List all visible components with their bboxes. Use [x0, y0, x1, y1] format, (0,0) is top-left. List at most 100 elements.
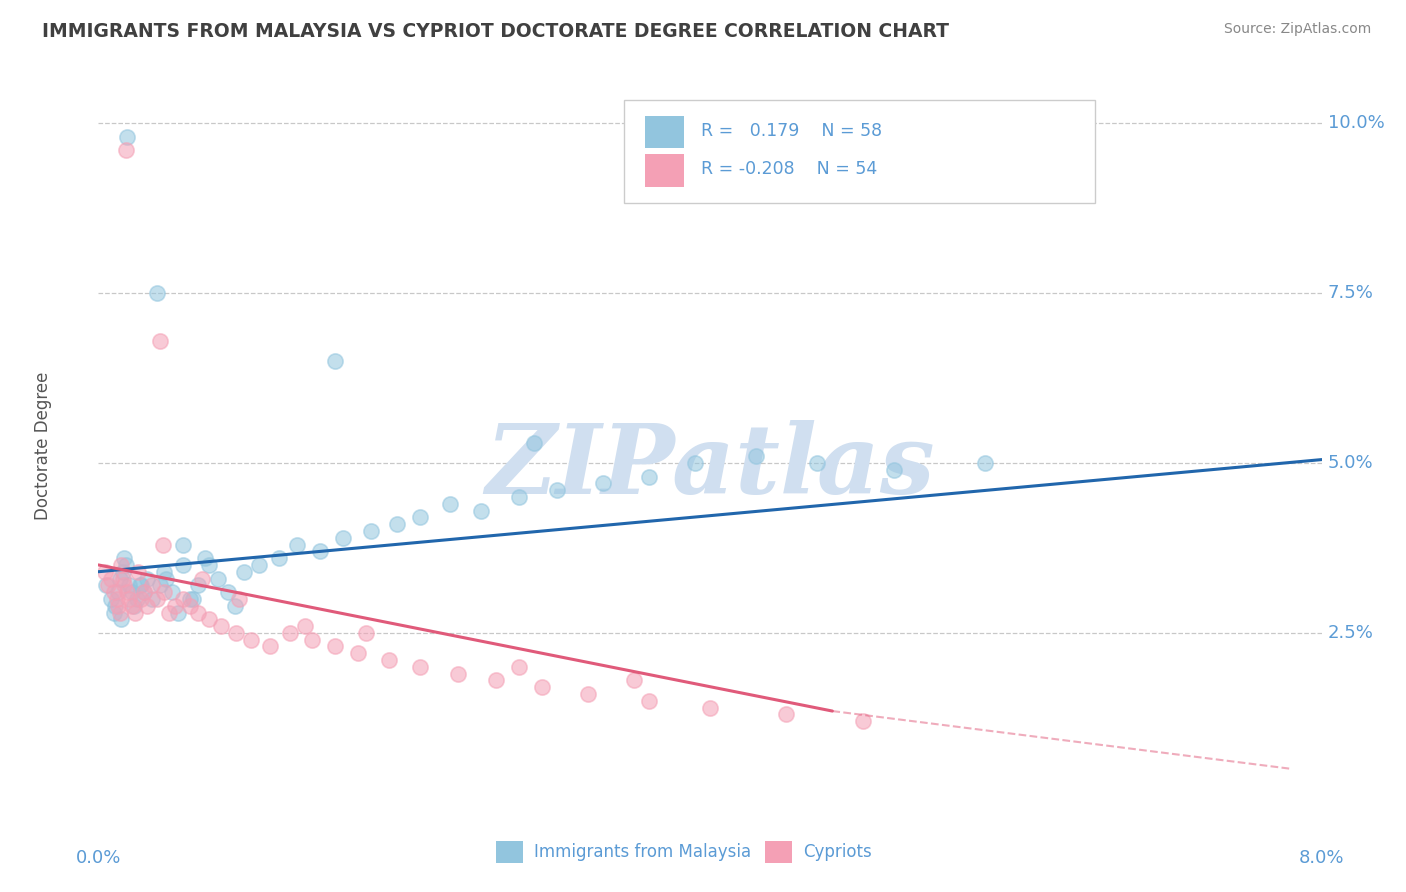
Point — [508, 660, 530, 674]
Point — [623, 673, 645, 688]
Point — [232, 565, 254, 579]
Point — [852, 714, 875, 729]
Point — [187, 606, 209, 620]
Point — [354, 626, 377, 640]
FancyBboxPatch shape — [645, 116, 685, 148]
Point — [181, 591, 204, 606]
Text: 0.0%: 0.0% — [76, 849, 121, 867]
Point — [136, 599, 159, 613]
Point — [110, 558, 132, 572]
Point — [225, 626, 247, 640]
Point — [141, 591, 163, 606]
Point — [115, 144, 138, 158]
Point — [637, 694, 661, 708]
Point — [172, 537, 194, 551]
Point — [224, 599, 246, 613]
Text: IMMIGRANTS FROM MALAYSIA VS CYPRIOT DOCTORATE DEGREE CORRELATION CHART: IMMIGRANTS FROM MALAYSIA VS CYPRIOT DOCT… — [42, 22, 949, 41]
Point — [153, 585, 176, 599]
Point — [110, 612, 132, 626]
Point — [197, 558, 219, 572]
Point — [683, 456, 706, 470]
Text: Source: ZipAtlas.com: Source: ZipAtlas.com — [1223, 22, 1371, 37]
Point — [247, 558, 270, 572]
Point — [745, 449, 768, 463]
Point — [103, 585, 125, 599]
Point — [974, 456, 997, 470]
Point — [129, 578, 152, 592]
Text: Cypriots: Cypriots — [803, 843, 872, 861]
Point — [134, 585, 156, 599]
Point — [207, 572, 229, 586]
Point — [325, 354, 347, 368]
Point — [104, 599, 127, 613]
Point — [107, 585, 129, 599]
Text: 10.0%: 10.0% — [1327, 114, 1385, 132]
Point — [408, 510, 430, 524]
FancyBboxPatch shape — [496, 840, 523, 863]
Point — [127, 565, 149, 579]
Point — [125, 591, 148, 606]
Point — [385, 517, 408, 532]
Point — [111, 565, 134, 579]
Point — [240, 632, 263, 647]
Point — [592, 476, 614, 491]
Point — [117, 129, 139, 144]
Point — [105, 591, 128, 606]
Point — [107, 599, 129, 613]
Point — [122, 599, 145, 613]
Point — [153, 565, 176, 579]
Point — [408, 660, 430, 674]
Point — [108, 606, 131, 620]
Text: Immigrants from Malaysia: Immigrants from Malaysia — [534, 843, 751, 861]
Point — [699, 700, 721, 714]
Point — [97, 578, 120, 592]
Point — [294, 619, 316, 633]
Point — [155, 572, 177, 586]
Point — [485, 673, 508, 688]
Point — [267, 551, 290, 566]
Point — [163, 599, 186, 613]
Point — [285, 537, 308, 551]
Point — [100, 572, 122, 586]
Text: 7.5%: 7.5% — [1327, 284, 1374, 302]
Text: Doctorate Degree: Doctorate Degree — [34, 372, 52, 520]
Point — [347, 646, 370, 660]
Point — [94, 578, 117, 592]
Point — [228, 591, 250, 606]
Point — [187, 578, 209, 592]
Point — [115, 558, 138, 572]
Point — [197, 612, 219, 626]
Point — [141, 578, 163, 592]
Point — [117, 585, 139, 599]
Point — [179, 599, 201, 613]
Point — [128, 578, 150, 592]
Point — [325, 640, 347, 654]
Point — [546, 483, 568, 498]
Point — [118, 591, 141, 606]
Point — [179, 591, 201, 606]
Point — [301, 632, 323, 647]
FancyBboxPatch shape — [765, 840, 792, 863]
Point — [121, 599, 143, 613]
Point — [637, 469, 661, 483]
Point — [209, 619, 232, 633]
Point — [121, 585, 143, 599]
FancyBboxPatch shape — [645, 154, 685, 187]
Point — [259, 640, 281, 654]
Point — [167, 606, 190, 620]
Point — [172, 591, 194, 606]
Point — [160, 585, 183, 599]
Point — [217, 585, 239, 599]
Point — [145, 286, 167, 301]
Point — [508, 490, 530, 504]
Point — [309, 544, 332, 558]
Point — [360, 524, 382, 538]
Point — [103, 606, 125, 620]
Point — [470, 503, 492, 517]
Point — [108, 572, 131, 586]
Point — [191, 572, 214, 586]
Point — [149, 578, 172, 592]
Point — [194, 551, 217, 566]
Point — [124, 606, 146, 620]
Point — [530, 680, 553, 694]
